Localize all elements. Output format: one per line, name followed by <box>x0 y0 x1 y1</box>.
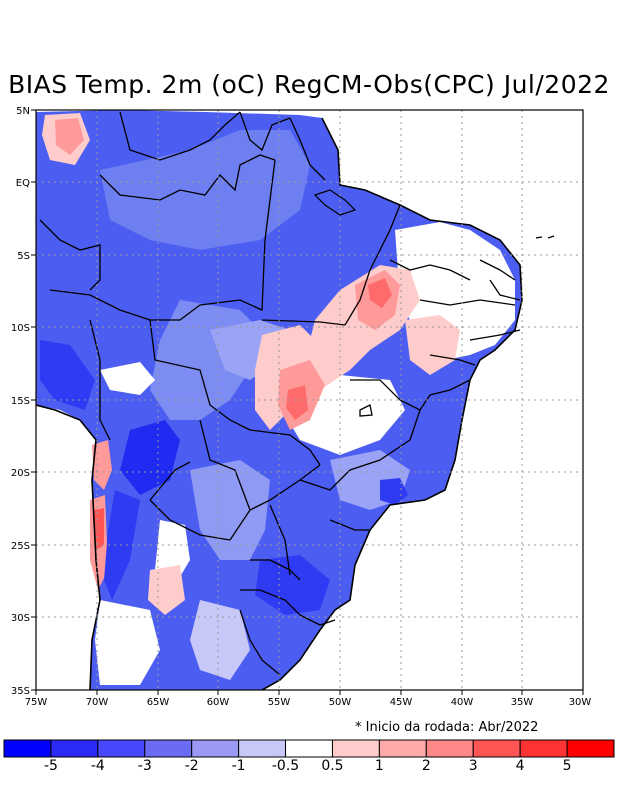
colorbar <box>3 739 615 758</box>
colorbar-label: -4 <box>90 758 105 774</box>
colorbar-swatch <box>472 739 521 758</box>
lon-tick-label: 50W <box>329 697 352 708</box>
colorbar-label: 5 <box>562 758 572 774</box>
colorbar-swatch <box>566 739 615 758</box>
lon-tick-labels: 75W 70W 65W 60W 55W 50W 45W 40W 35W 30W <box>25 697 592 708</box>
lat-tick-labels: 5N EQ 5S 10S 15S 20S 25S 30S 35S <box>11 106 30 697</box>
lon-tick-label: 70W <box>86 697 109 708</box>
colorbar-label: -3 <box>137 758 152 774</box>
lat-tick-label: 35S <box>11 686 30 697</box>
lon-tick-label: 35W <box>511 697 534 708</box>
colorbar-swatch <box>3 739 52 758</box>
colorbar-label: -5 <box>43 758 58 774</box>
map-title: BIAS Temp. 2m (oC) RegCM-Obs(CPC) Jul/20… <box>8 70 610 99</box>
colorbar-swatch <box>50 739 99 758</box>
lon-tick-label: 55W <box>268 697 291 708</box>
colorbar-label: 3 <box>468 758 478 774</box>
lon-tick-label: 40W <box>451 697 474 708</box>
colorbar-swatch <box>378 739 427 758</box>
bias-field <box>36 110 583 690</box>
lon-tick-label: 45W <box>390 697 413 708</box>
lat-tick-label: 15S <box>11 396 30 407</box>
lon-tick-label: 30W <box>569 697 592 708</box>
country-borders <box>39 111 521 676</box>
grid <box>36 110 583 690</box>
colorbar-swatch <box>519 739 568 758</box>
colorbar-label: -0.5 <box>271 758 300 774</box>
colorbar-swatch <box>97 739 146 758</box>
colorbar-swatch <box>331 739 380 758</box>
lat-tick-label: 5S <box>17 251 30 262</box>
colorbar-swatch <box>238 739 287 758</box>
lat-tick-label: 5N <box>16 106 30 117</box>
lat-tick-label: 25S <box>11 541 30 552</box>
colorbar-label: -1 <box>231 758 246 774</box>
lat-tick-label: 30S <box>11 613 30 624</box>
colorbar-swatch <box>144 739 193 758</box>
colorbar-label: 4 <box>515 758 525 774</box>
colorbar-label: -2 <box>184 758 199 774</box>
colorbar-swatch <box>191 739 240 758</box>
lon-tick-label: 75W <box>25 697 48 708</box>
run-start-note: * Inicio da rodada: Abr/2022 <box>355 720 539 735</box>
colorbar-label: 1 <box>374 758 384 774</box>
lat-tick-label: EQ <box>16 178 30 189</box>
lat-tick-label: 20S <box>11 468 30 479</box>
colorbar-label: 0.5 <box>321 758 344 774</box>
lon-tick-label: 60W <box>207 697 230 708</box>
lon-tick-label: 65W <box>147 697 170 708</box>
coastline <box>36 117 523 690</box>
colorbar-swatch <box>425 739 474 758</box>
colorbar-label: 2 <box>421 758 431 774</box>
lat-tick-label: 10S <box>11 323 30 334</box>
colorbar-swatch <box>285 739 333 758</box>
